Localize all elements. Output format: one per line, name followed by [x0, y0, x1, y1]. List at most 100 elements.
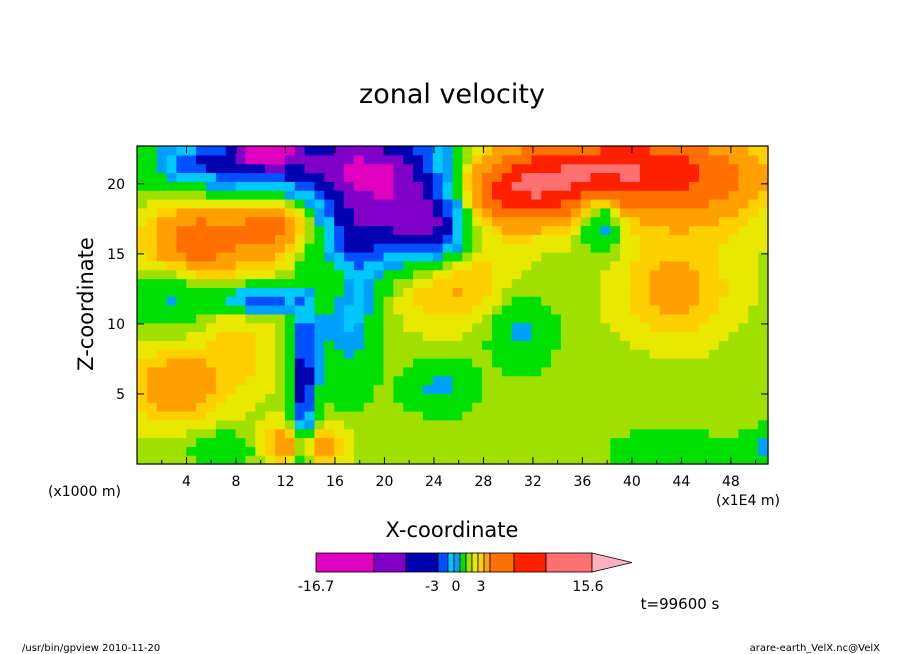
field-cell — [669, 190, 680, 200]
field-cell — [146, 234, 158, 244]
field-cell — [353, 402, 365, 412]
field-cell — [225, 358, 237, 368]
field-cell — [284, 225, 296, 235]
field-cell — [491, 269, 503, 280]
field-cell — [521, 393, 532, 403]
field-cell — [590, 340, 601, 350]
field-cell — [314, 384, 325, 394]
field-cell — [482, 331, 493, 341]
field-cell — [482, 393, 493, 403]
field-cell — [383, 393, 394, 403]
field-cell — [314, 411, 325, 421]
field-cell — [649, 313, 661, 324]
field-cell — [669, 375, 680, 386]
field-cell — [560, 225, 572, 235]
field-cell — [363, 269, 375, 280]
field-cell — [738, 243, 749, 253]
field-cell — [186, 172, 197, 182]
field-cell — [738, 163, 749, 174]
field-cell — [353, 384, 365, 394]
field-cell — [137, 278, 148, 288]
field-cell — [620, 340, 631, 350]
field-cell — [275, 402, 286, 412]
field-cell — [669, 313, 680, 324]
field-cell — [491, 260, 503, 271]
field-cell — [620, 260, 631, 271]
field-cell — [462, 269, 473, 280]
field-cell — [432, 278, 444, 288]
field-cell — [324, 225, 335, 235]
y-tick-label: 5 — [116, 387, 125, 403]
field-cell — [353, 305, 365, 315]
field-cell — [344, 207, 355, 218]
field-cell — [698, 366, 710, 377]
field-cell — [344, 455, 355, 465]
field-cell — [166, 411, 178, 421]
field-cell — [186, 243, 197, 253]
field-cell — [748, 331, 759, 341]
field-cell — [728, 278, 740, 288]
field-cell — [334, 455, 345, 465]
field-cell — [413, 172, 424, 182]
field-cell — [215, 243, 227, 253]
field-cell — [304, 199, 316, 209]
colorbar-segment — [405, 552, 439, 573]
field-cell — [176, 375, 187, 386]
field-cell — [748, 172, 759, 182]
field-cell — [324, 181, 335, 191]
field-cell — [452, 172, 463, 182]
field-cell — [511, 375, 523, 386]
field-cell — [659, 278, 671, 288]
field-cell — [560, 384, 572, 394]
field-cell — [649, 296, 661, 306]
field-cell — [235, 260, 247, 271]
field-cell — [560, 190, 572, 200]
field-cell — [649, 437, 661, 447]
field-cell — [265, 172, 276, 182]
field-cell — [472, 260, 483, 271]
field-cell — [590, 402, 601, 412]
field-cell — [600, 331, 611, 341]
field-cell — [422, 384, 434, 394]
field-cell — [353, 225, 365, 235]
field-cell — [462, 154, 473, 165]
field-cell — [334, 260, 345, 271]
field-cell — [196, 199, 207, 209]
field-cell — [284, 199, 296, 209]
field-cell — [501, 437, 513, 447]
field-cell — [393, 252, 404, 262]
field-cell — [570, 358, 582, 368]
field-cell — [738, 358, 749, 368]
field-cell — [580, 163, 592, 174]
field-cell — [570, 269, 582, 280]
field-cell — [482, 252, 493, 262]
field-cell — [403, 243, 414, 253]
field-cell — [620, 322, 631, 333]
field-cell — [373, 252, 385, 262]
field-cell — [146, 419, 158, 430]
field-cell — [649, 216, 661, 227]
field-cell — [275, 419, 286, 430]
field-cell — [639, 331, 651, 341]
field-cell — [551, 207, 562, 218]
field-cell — [669, 455, 680, 465]
field-cell — [649, 146, 661, 156]
field-cell — [137, 455, 148, 465]
field-cell — [521, 384, 532, 394]
field-cell — [373, 296, 385, 306]
field-cell — [186, 190, 197, 200]
field-cell — [649, 154, 661, 165]
field-cell — [196, 278, 207, 288]
field-cell — [462, 437, 473, 447]
field-cell — [580, 190, 592, 200]
field-cell — [215, 269, 227, 280]
field-cell — [659, 172, 671, 182]
field-cell — [698, 349, 710, 359]
field-cell — [659, 305, 671, 315]
field-cell — [679, 181, 690, 191]
field-cell — [314, 322, 325, 333]
field-cell — [324, 402, 335, 412]
field-cell — [255, 287, 266, 297]
field-cell — [206, 419, 217, 430]
field-cell — [669, 163, 680, 174]
